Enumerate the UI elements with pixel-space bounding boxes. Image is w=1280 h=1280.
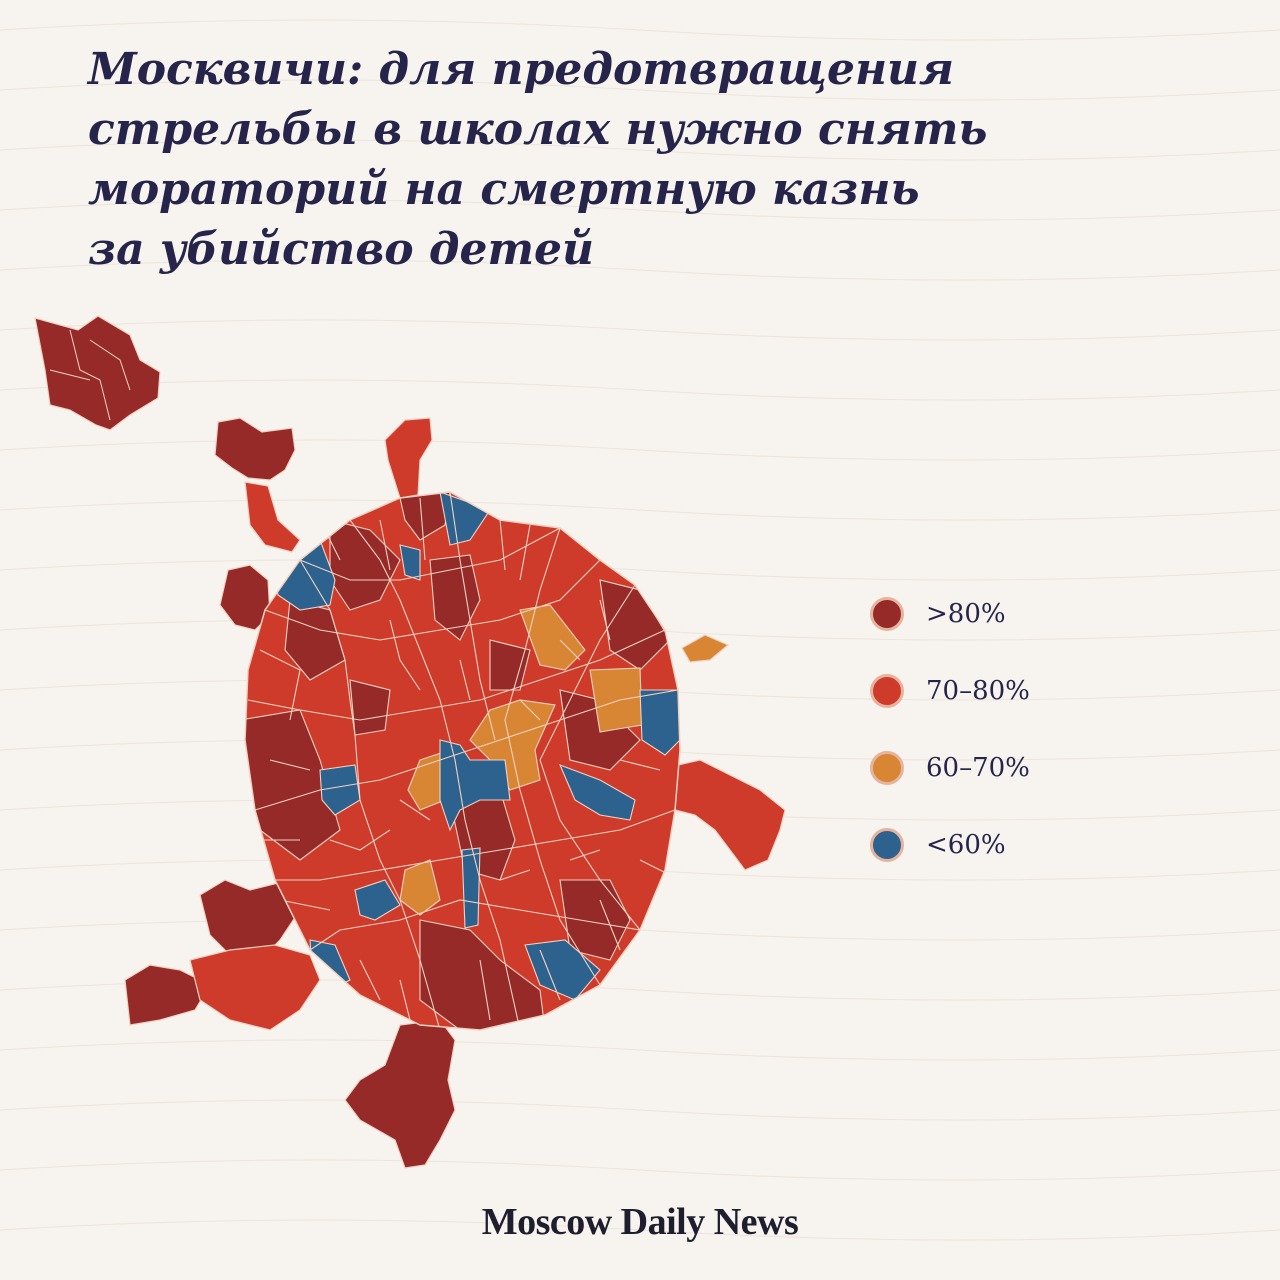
legend-item-below-60: <60% [870, 823, 1006, 867]
red-circle-icon [870, 674, 904, 708]
district-north-west-link [244, 481, 301, 553]
legend-item-70-80: 70–80% [870, 669, 1030, 713]
blue-circle-icon [870, 828, 904, 862]
district-east-arm [674, 759, 786, 871]
district-east-small [681, 634, 730, 663]
orange-circle-icon [870, 751, 904, 785]
moscow-districts-map [34, 315, 786, 1169]
district-south-west-lobe [189, 944, 321, 1031]
legend-label-below-60: <60% [926, 830, 1006, 860]
legend-label-60-70: 60–70% [926, 753, 1030, 783]
headline: Москвичи: для предотвращения стрельбы в … [88, 40, 1088, 280]
headline-line-1: Москвичи: для предотвращения [88, 44, 955, 95]
headline-line-3: мораторий на смертную казнь [88, 164, 920, 215]
headline-line-4: за убийство детей [88, 224, 595, 275]
legend-item-above-80: >80% [870, 592, 1006, 636]
district-north-arm [384, 417, 433, 499]
district-south-arm [344, 1019, 456, 1169]
brand-logo: Moscow Daily News [481, 1201, 799, 1243]
legend-label-70-80: 70–80% [926, 676, 1030, 706]
dark-red-circle-icon [870, 597, 904, 631]
district-south-west-arm [199, 879, 301, 961]
district-north-west-arm [214, 417, 296, 481]
legend-label-above-80: >80% [926, 599, 1006, 629]
headline-line-2: стрельбы в школах нужно снять [88, 104, 988, 155]
district-zelenograd [34, 315, 161, 431]
legend-item-60-70: 60–70% [870, 746, 1030, 790]
